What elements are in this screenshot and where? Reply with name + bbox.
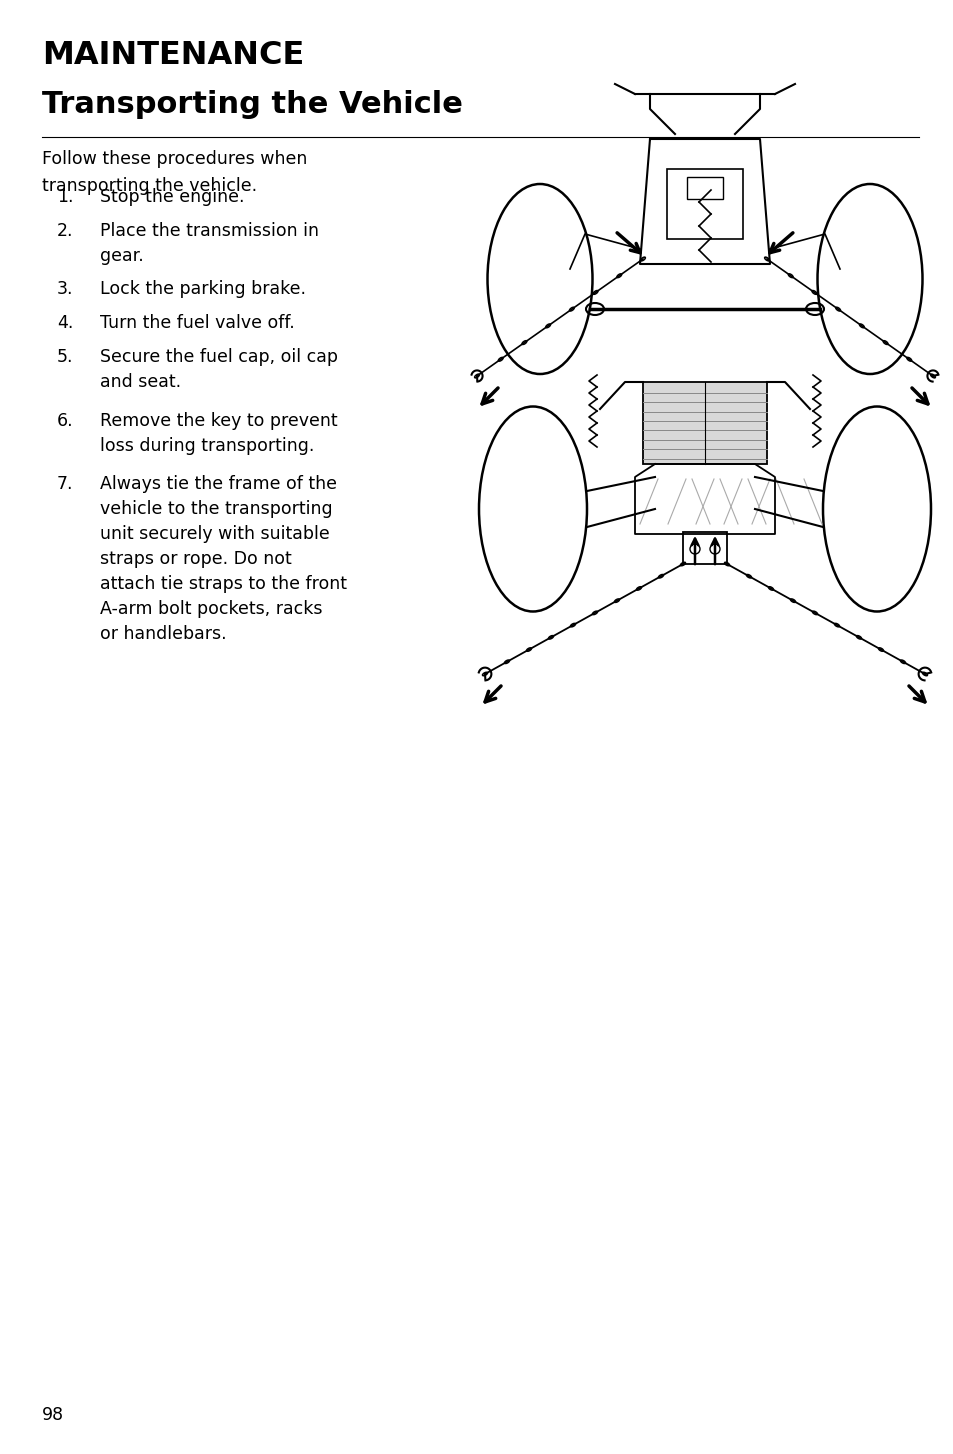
Bar [666,169,742,238]
Bar [686,177,722,199]
Text: Place the transmission in
gear.: Place the transmission in gear. [100,222,318,265]
Text: 3.: 3. [57,281,73,298]
Text: MAINTENANCE: MAINTENANCE [42,41,304,71]
Text: 5.: 5. [57,348,73,366]
Text: 6.: 6. [57,411,73,430]
Text: 4.: 4. [57,314,73,332]
Text: 1.: 1. [57,188,73,206]
Text: 98: 98 [42,1406,64,1423]
Bar [682,532,726,564]
Text: Turn the fuel valve off.: Turn the fuel valve off. [100,314,294,332]
Text: Remove the key to prevent
loss during transporting.: Remove the key to prevent loss during tr… [100,411,337,455]
Text: 7.: 7. [57,475,73,493]
Text: Lock the parking brake.: Lock the parking brake. [100,281,306,298]
Bar [642,382,766,464]
Text: Secure the fuel cap, oil cap
and seat.: Secure the fuel cap, oil cap and seat. [100,348,337,391]
Text: Always tie the frame of the
vehicle to the transporting
unit securely with suita: Always tie the frame of the vehicle to t… [100,475,347,643]
Text: Follow these procedures when: Follow these procedures when [42,150,307,169]
Text: transporting the vehicle.: transporting the vehicle. [42,177,257,195]
Text: Stop the engine.: Stop the engine. [100,188,244,206]
Text: 2.: 2. [57,222,73,240]
Text: Transporting the Vehicle: Transporting the Vehicle [42,90,462,119]
